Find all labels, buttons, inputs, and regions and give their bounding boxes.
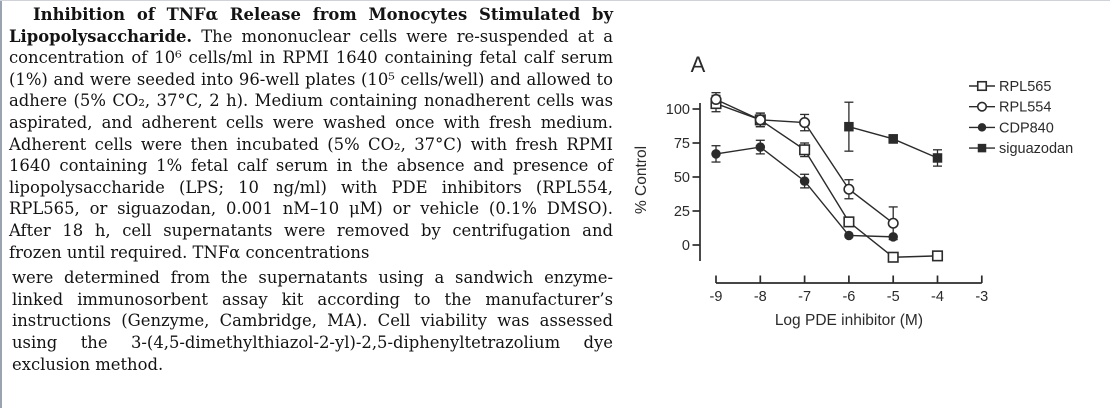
data-point-RPL554 [887, 217, 899, 229]
page-left-edge [0, 0, 2, 408]
x-tick-label: -5 [887, 289, 900, 305]
data-point-CDP840 [844, 230, 854, 241]
y-axis-title: % Control [633, 146, 650, 214]
data-point-RPL565 [843, 216, 855, 228]
data-point-CDP840 [711, 149, 721, 159]
y-tick-label: 0 [682, 238, 690, 254]
y-tick-label: 25 [674, 204, 690, 220]
y-tick-label: 75 [674, 136, 690, 152]
page-top-edge [0, 0, 1110, 1]
data-point-CDP840 [888, 232, 898, 242]
legend-label-siguazodan: siguazodan [999, 141, 1073, 157]
legend-label-RPL565: RPL565 [999, 79, 1051, 95]
series-line-RPL565 [715, 102, 938, 258]
x-tick-label: -9 [710, 289, 723, 305]
x-tick-label: -6 [842, 289, 855, 305]
panel-label: A [691, 52, 706, 77]
data-point-RPL554 [710, 93, 722, 106]
x-tick-label: -8 [754, 289, 767, 305]
data-point-RPL554 [843, 183, 855, 195]
data-point-RPL565 [887, 251, 899, 263]
data-point-RPL554 [799, 117, 811, 129]
legend-marker-CDP840 [977, 123, 987, 132]
data-point-siguazodan [888, 134, 898, 144]
legend-label-RPL554: RPL554 [999, 100, 1051, 116]
x-tick-label: -7 [798, 289, 811, 305]
data-point-RPL565 [799, 144, 811, 156]
y-tick-label: 50 [674, 170, 690, 186]
legend-label-CDP840: CDP840 [999, 120, 1054, 136]
legend-marker-RPL554 [976, 101, 988, 112]
caption-title: Inhibition of TNFα Release from Monocyte… [9, 5, 613, 46]
caption-paragraph-1: Inhibition of TNFα Release from Monocyte… [9, 4, 613, 263]
data-point-RPL554 [754, 114, 766, 126]
data-point-siguazodan [844, 121, 854, 132]
tnf-release-chart: A 0 25 50 75 100 % Control -9 -8 -7 -6 -5 -4 -3 Log PD… [633, 52, 1073, 329]
data-point-CDP840 [799, 176, 810, 186]
data-point-siguazodan [932, 153, 943, 163]
y-tick-label: 100 [666, 102, 690, 118]
legend-marker-RPL565 [976, 80, 988, 92]
x-axis-title: Log PDE inhibitor (M) [775, 312, 923, 329]
data-point-CDP840 [755, 142, 766, 152]
figure-caption: Inhibition of TNFα Release from Monocyte… [9, 4, 613, 375]
x-tick-label: -3 [975, 289, 988, 305]
series-line-CDP840 [715, 146, 894, 238]
caption-body-1: The mononuclear cells were re-suspended … [9, 26, 613, 262]
x-tick-label: -4 [931, 289, 944, 305]
legend-marker-siguazodan [977, 143, 987, 153]
data-point-RPL565 [931, 250, 944, 262]
caption-paragraph-2: were determined from the supernatants us… [12, 268, 613, 374]
figure-panel-a: A 0 25 50 75 100 % Control -9 -8 -7 -6 -5 -4 -3 Log PD… [628, 28, 1110, 373]
